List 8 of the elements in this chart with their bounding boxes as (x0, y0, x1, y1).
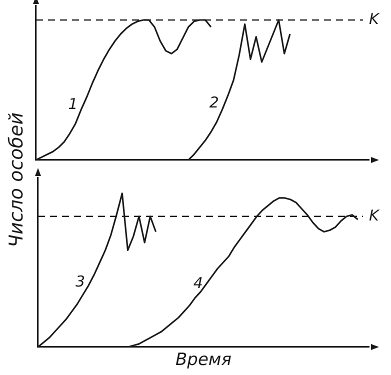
series-label: 1 (68, 94, 78, 113)
series-label: 4 (193, 274, 203, 292)
x-axis-title: Время (176, 350, 232, 370)
ref-line-label: K (369, 10, 380, 28)
ref-line-label: K (369, 206, 380, 224)
series-label: 2 (209, 93, 219, 112)
y-axis-title: Число особей (5, 112, 28, 248)
series-label: 3 (76, 272, 86, 291)
